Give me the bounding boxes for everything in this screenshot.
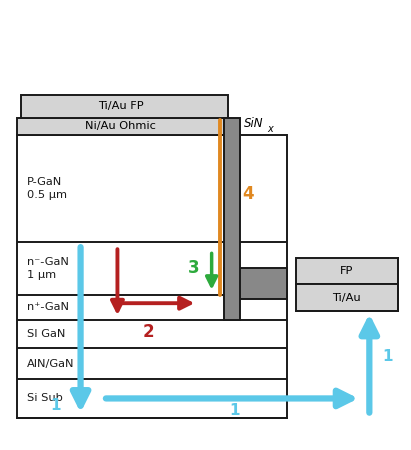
Text: Ti/Au: Ti/Au bbox=[332, 292, 361, 303]
Text: P-GaN
0.5 μm: P-GaN 0.5 μm bbox=[27, 177, 67, 200]
Text: n⁻-GaN
1 μm: n⁻-GaN 1 μm bbox=[27, 257, 69, 279]
Text: 2: 2 bbox=[142, 323, 154, 341]
Bar bbox=[224, 268, 287, 299]
Text: 1: 1 bbox=[383, 349, 393, 364]
Text: 3: 3 bbox=[187, 260, 199, 278]
Bar bbox=[21, 95, 228, 118]
Text: 4: 4 bbox=[243, 185, 254, 203]
Text: SiN: SiN bbox=[244, 117, 263, 130]
Bar bbox=[17, 118, 224, 135]
Bar bbox=[296, 258, 398, 284]
Bar bbox=[296, 284, 398, 311]
Text: Si Sub: Si Sub bbox=[27, 393, 63, 404]
Text: AlN/GaN: AlN/GaN bbox=[27, 359, 75, 369]
Text: 1: 1 bbox=[51, 398, 61, 413]
Text: Ti/Au FP: Ti/Au FP bbox=[98, 101, 143, 112]
Bar bbox=[224, 118, 240, 320]
Text: FP: FP bbox=[340, 266, 353, 276]
Text: Ni/Au Ohmic: Ni/Au Ohmic bbox=[85, 122, 156, 131]
Text: x: x bbox=[267, 124, 272, 134]
Text: SI GaN: SI GaN bbox=[27, 329, 66, 339]
Text: 1: 1 bbox=[229, 403, 240, 418]
Text: n⁺-GaN: n⁺-GaN bbox=[27, 302, 69, 312]
